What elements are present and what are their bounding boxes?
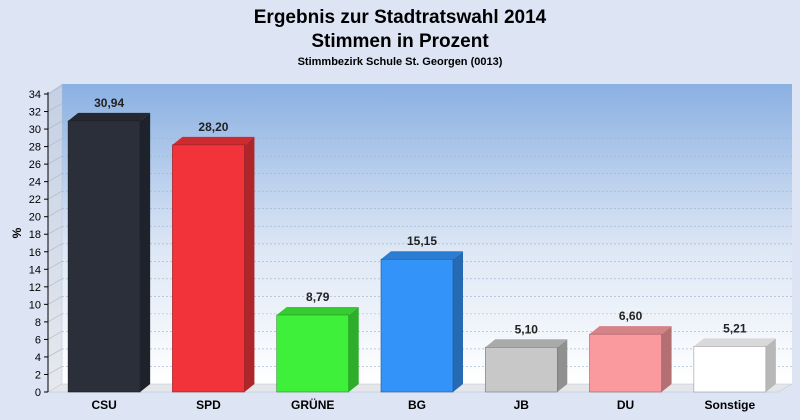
y-tick-label: 18: [29, 229, 41, 241]
bar-6-top: [693, 338, 776, 347]
x-tick-label-5: DU: [617, 398, 634, 412]
x-tick-label-1: SPD: [196, 398, 221, 412]
y-tick-label: 24: [29, 177, 41, 189]
gridline-side: [47, 138, 63, 147]
x-tick-label-0: CSU: [91, 398, 116, 412]
bar-3: [380, 258, 454, 393]
bar-0-top: [68, 112, 151, 121]
bar-4-top: [485, 339, 568, 348]
gridline-side: [47, 173, 63, 182]
y-tick-label: 6: [35, 334, 41, 346]
gridline-side: [47, 120, 63, 130]
x-tick-label-2: GRÜNE: [291, 397, 334, 412]
bar-1-top: [172, 136, 255, 145]
bar-5-value-label: 6,60: [619, 309, 643, 323]
y-tick-label: 10: [29, 299, 41, 311]
y-tick-label: 20: [29, 212, 41, 224]
bar-2: [276, 314, 350, 393]
gridline-side: [47, 348, 63, 358]
bar-2-side: [348, 306, 359, 392]
x-tick-label-3: BG: [408, 398, 426, 412]
gridline-side: [47, 296, 63, 305]
gridline-side: [47, 278, 63, 288]
y-tick-label: 14: [29, 264, 41, 276]
bar-6-value-label: 5,21: [723, 321, 747, 335]
chart-title-line2: Stimmen in Prozent: [311, 31, 489, 52]
plot-side-wall: [47, 83, 63, 393]
y-tick-label: 2: [35, 369, 41, 381]
y-axis-label: %: [10, 227, 24, 238]
gridline-side: [47, 366, 63, 375]
bar-3-value-label: 15,15: [407, 234, 437, 248]
bar-2-top: [276, 306, 359, 315]
gridline-side: [47, 331, 63, 340]
gridline-side: [47, 190, 63, 200]
x-tick-label-6: Sonstige: [705, 398, 756, 412]
gridline-side: [47, 103, 63, 112]
gridline-side: [47, 208, 63, 217]
y-tick-label: 8: [35, 317, 41, 329]
chart-title: Ergebnis zur Stadtratswahl 2014: [254, 7, 547, 28]
gridline-side: [47, 85, 63, 95]
bar-6-side: [765, 338, 776, 392]
bar-0: [67, 120, 141, 393]
bar-3-top: [381, 251, 463, 260]
gridline-side: [47, 243, 63, 253]
bar-3-side: [453, 251, 463, 392]
bar-4-side: [557, 339, 568, 392]
y-tick-label: 34: [29, 89, 41, 101]
bar-1-value-label: 28,20: [198, 120, 228, 134]
bar-0-side: [140, 112, 151, 392]
y-tick-label: 26: [29, 159, 41, 171]
gridline-side: [47, 225, 63, 235]
y-tick-label: 12: [29, 282, 41, 294]
bar-1: [172, 144, 245, 393]
x-tick-label-4: JB: [514, 398, 530, 412]
bar-1-side: [244, 136, 255, 392]
bar-4-value-label: 5,10: [515, 322, 539, 336]
plot-area: 024681012141618202224262830323430,94CSU2…: [29, 83, 793, 412]
y-tick-label: 0: [35, 387, 41, 399]
gridline-side: [47, 313, 63, 323]
y-tick-label: 32: [29, 107, 41, 119]
chart-subtitle: Stimmbezirk Schule St. Georgen (0013): [298, 56, 503, 68]
y-tick-label: 4: [35, 352, 41, 364]
gridline-side: [47, 261, 63, 270]
bar-6: [693, 346, 767, 393]
y-tick-label: 16: [29, 247, 41, 259]
y-tick-label: 22: [29, 194, 41, 206]
bar-2-value-label: 8,79: [306, 290, 330, 304]
y-tick-label: 30: [29, 124, 41, 136]
bar-5: [589, 333, 662, 393]
bar-5-top: [589, 326, 672, 335]
bar-5-side: [661, 326, 672, 392]
bar-0-value-label: 30,94: [94, 96, 124, 110]
y-tick-label: 28: [29, 142, 41, 154]
bar-4: [484, 346, 558, 393]
gridline-side: [47, 155, 63, 165]
